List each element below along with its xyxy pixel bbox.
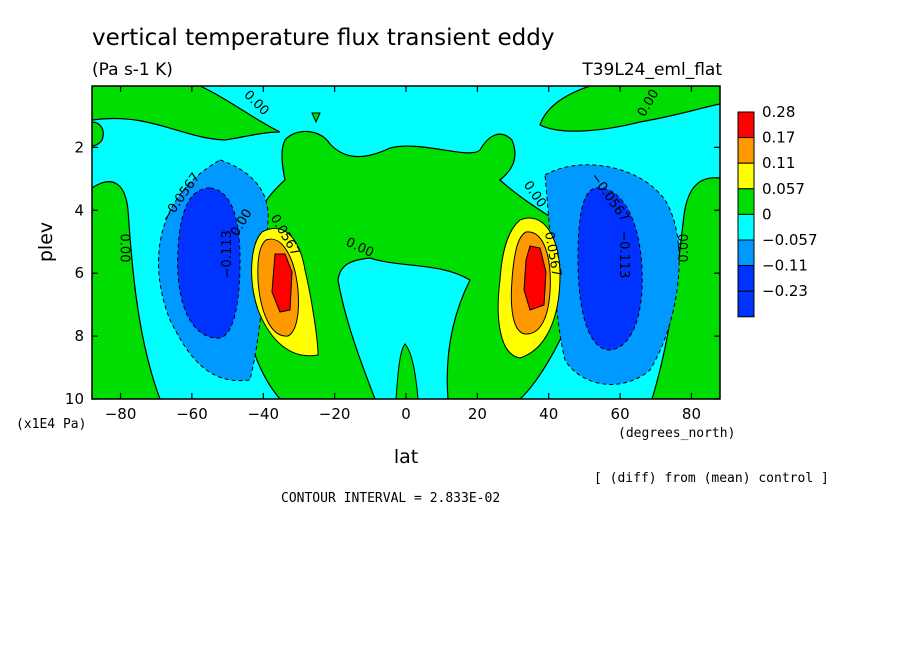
experiment-label: T39L24_eml_flat xyxy=(581,60,722,80)
contour-label: −0.113 xyxy=(220,230,235,278)
contour-label: −0.113 xyxy=(616,230,631,278)
y-tick-label: 8 xyxy=(74,327,84,345)
contour-label: 0.00 xyxy=(677,234,692,263)
color-legend: 0.28 0.17 0.11 0.057 0 −0.057 −0.11 −0.23 xyxy=(737,103,818,318)
diff-note: [ (diff) from (mean) control ] xyxy=(594,471,829,486)
y-unit-note: (x1E4 Pa) xyxy=(16,417,86,432)
left-strong-negative-region xyxy=(177,187,241,339)
legend-swatch xyxy=(737,137,755,164)
center-bottom-positive xyxy=(395,343,419,399)
legend-swatch xyxy=(737,111,755,139)
y-axis: 2 4 6 8 10 xyxy=(65,138,720,408)
left-red-max xyxy=(271,253,293,313)
legend-swatch xyxy=(737,265,755,292)
legend-swatch xyxy=(737,188,755,215)
contour-interval-note: CONTOUR INTERVAL = 2.833E-02 xyxy=(281,491,500,506)
legend-label: 0.057 xyxy=(762,180,805,198)
x-axis-label: lat xyxy=(394,446,418,468)
x-tick-label: 80 xyxy=(682,405,701,423)
x-tick-label: 20 xyxy=(468,405,487,423)
right-red-max xyxy=(523,245,547,311)
units-label: (Pa s-1 K) xyxy=(92,60,173,80)
legend-label: 0.11 xyxy=(762,154,795,172)
legend-label: −0.057 xyxy=(762,231,818,249)
legend-label: −0.23 xyxy=(762,282,808,300)
legend-swatch xyxy=(737,239,755,267)
y-axis-label: plev xyxy=(35,222,57,262)
legend-swatch xyxy=(737,290,755,318)
chart-title: vertical temperature flux transient eddy xyxy=(92,25,554,51)
legend-swatch xyxy=(737,213,755,241)
x-axis: −80 −60 −40 −20 0 20 40 60 80 xyxy=(105,86,701,423)
legend-label: 0.17 xyxy=(762,129,795,147)
x-tick-label: 0 xyxy=(401,405,411,423)
y-tick-label: 6 xyxy=(74,264,84,282)
left-outer-positive-region xyxy=(92,181,161,399)
legend-swatch xyxy=(737,162,755,190)
x-tick-label: −20 xyxy=(319,405,351,423)
x-tick-label: −40 xyxy=(247,405,279,423)
y-tick-label: 2 xyxy=(74,138,84,156)
y-tick-label: 4 xyxy=(74,201,84,219)
y-tick-label: 10 xyxy=(65,390,84,408)
legend-label: −0.11 xyxy=(762,257,808,275)
x-tick-label: −80 xyxy=(105,405,137,423)
x-unit-note: (degrees_north) xyxy=(618,426,735,441)
left-top-positive-region xyxy=(92,86,281,141)
x-tick-label: 40 xyxy=(539,405,558,423)
right-strong-negative-region xyxy=(577,187,643,351)
legend-label: 0 xyxy=(762,205,772,223)
x-tick-label: −60 xyxy=(176,405,208,423)
x-tick-label: 60 xyxy=(611,405,630,423)
right-outer-positive-region xyxy=(651,177,720,399)
legend-label: 0.28 xyxy=(762,103,795,121)
contour-label: 0.00 xyxy=(117,234,132,263)
right-top-positive-region xyxy=(539,86,720,132)
small-positive-triangle xyxy=(311,112,321,124)
